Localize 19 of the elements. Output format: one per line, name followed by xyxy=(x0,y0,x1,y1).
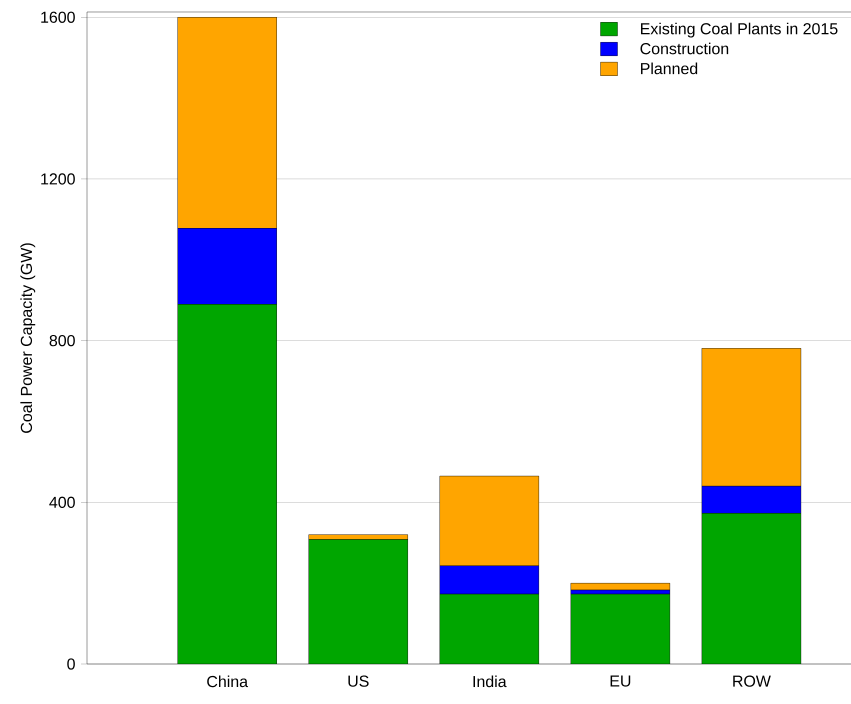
bar xyxy=(308,540,408,664)
x-tick-label: India xyxy=(474,675,507,688)
legend-label: Planned xyxy=(641,62,698,74)
x-tick-label: EU xyxy=(610,675,630,687)
bar xyxy=(702,513,802,664)
y-axis-title: Coal Power Capacity (GW) xyxy=(20,243,36,433)
bar xyxy=(440,594,539,664)
y-tick-label: 400 xyxy=(49,496,75,508)
bar xyxy=(570,594,670,664)
legend-label: Existing Coal Plants in 2015 xyxy=(641,22,838,38)
x-tick-label: US xyxy=(348,675,369,687)
x-tick-label: China xyxy=(207,675,248,688)
x-tick-label: ROW xyxy=(733,675,771,687)
y-tick-label: 1200 xyxy=(41,173,75,185)
bar xyxy=(178,304,277,664)
y-tick-label: 1600 xyxy=(41,12,75,23)
legend-label: Construction xyxy=(640,42,728,54)
y-tick-label: 800 xyxy=(50,334,75,346)
y-tick-label: 0 xyxy=(67,658,75,670)
